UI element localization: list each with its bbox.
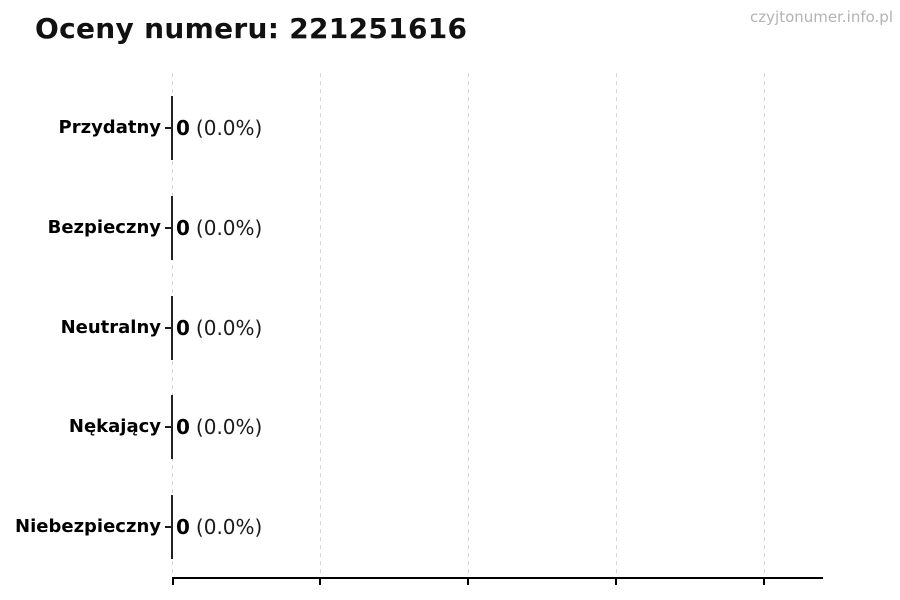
zero-value-bar bbox=[171, 296, 173, 360]
gridline bbox=[764, 73, 765, 578]
value-count: 0 bbox=[176, 415, 190, 439]
x-tick bbox=[172, 579, 174, 585]
bar-row: Nękający 0 (0.0%) bbox=[0, 394, 900, 460]
value-percent: (0.0%) bbox=[195, 116, 263, 140]
value-percent: (0.0%) bbox=[195, 316, 263, 340]
gridline bbox=[616, 73, 617, 578]
value-count: 0 bbox=[176, 216, 190, 240]
zero-value-bar bbox=[171, 495, 173, 559]
x-tick bbox=[615, 579, 617, 585]
value-label: 0 (0.0%) bbox=[176, 195, 262, 261]
category-label: Nękający bbox=[68, 416, 161, 437]
category-label: Neutralny bbox=[60, 317, 161, 338]
y-tick bbox=[165, 327, 172, 329]
value-percent: (0.0%) bbox=[195, 415, 263, 439]
zero-value-bar bbox=[171, 196, 173, 260]
bar-row: Neutralny 0 (0.0%) bbox=[0, 295, 900, 361]
value-label: 0 (0.0%) bbox=[176, 494, 262, 560]
category-label: Bezpieczny bbox=[47, 217, 161, 238]
chart-title: Oceny numeru: 221251616 bbox=[35, 12, 468, 45]
y-tick bbox=[165, 526, 172, 528]
x-axis-line bbox=[172, 577, 823, 579]
value-count: 0 bbox=[176, 316, 190, 340]
y-tick bbox=[165, 426, 172, 428]
category-label: Przydatny bbox=[58, 117, 161, 138]
value-count: 0 bbox=[176, 116, 190, 140]
category-label: Niebezpieczny bbox=[15, 516, 161, 537]
bar-row: Przydatny 0 (0.0%) bbox=[0, 95, 900, 161]
value-label: 0 (0.0%) bbox=[176, 295, 262, 361]
value-percent: (0.0%) bbox=[195, 216, 263, 240]
watermark-text: czyjtonumer.info.pl bbox=[750, 8, 893, 26]
y-tick bbox=[165, 227, 172, 229]
zero-value-bar bbox=[171, 96, 173, 160]
value-label: 0 (0.0%) bbox=[176, 95, 262, 161]
y-tick bbox=[165, 127, 172, 129]
bar-row: Niebezpieczny 0 (0.0%) bbox=[0, 494, 900, 560]
x-tick bbox=[763, 579, 765, 585]
value-percent: (0.0%) bbox=[195, 515, 263, 539]
gridline bbox=[468, 73, 469, 578]
value-count: 0 bbox=[176, 515, 190, 539]
bar-row: Bezpieczny 0 (0.0%) bbox=[0, 195, 900, 261]
value-label: 0 (0.0%) bbox=[176, 394, 262, 460]
zero-value-bar bbox=[171, 395, 173, 459]
x-tick bbox=[319, 579, 321, 585]
gridline bbox=[320, 73, 321, 578]
x-tick bbox=[467, 579, 469, 585]
